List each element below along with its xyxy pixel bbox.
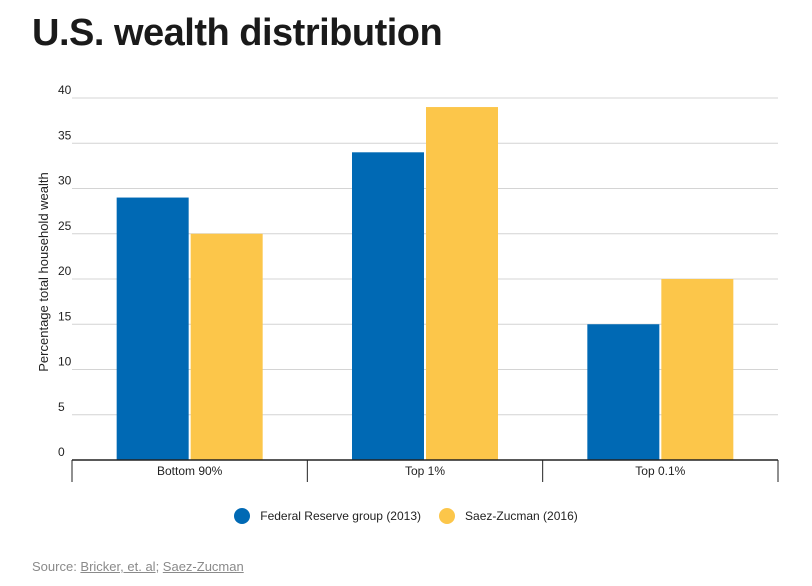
legend-swatch-saez-zucman xyxy=(439,508,456,524)
legend-item-federal-reserve[interactable]: Federal Reserve group (2013) xyxy=(234,508,421,524)
y-tick-label: 40 xyxy=(58,83,72,97)
source-link-saez-zucman[interactable]: Saez-Zucman xyxy=(162,559,244,574)
bar[interactable] xyxy=(190,233,263,460)
bar[interactable] xyxy=(661,279,734,460)
legend: Federal Reserve group (2013) Saez-Zucman… xyxy=(0,508,812,524)
y-tick-label: 10 xyxy=(58,355,72,369)
y-tick-label: 30 xyxy=(58,174,72,188)
legend-item-saez-zucman[interactable]: Saez-Zucman (2016) xyxy=(439,508,578,524)
y-tick-label: 35 xyxy=(58,128,72,142)
x-tick-label: Top 0.1% xyxy=(635,464,685,478)
bar-chart: 0 5 10 15 20 25 30 35 40 Percentage total househ… xyxy=(36,83,779,482)
x-tick-label: Top 1% xyxy=(405,464,445,478)
source-link-bricker[interactable]: Bricker, et. al xyxy=(80,559,156,574)
gridlines xyxy=(72,97,778,416)
bar[interactable] xyxy=(426,107,498,461)
y-tick-labels: 0 5 10 15 20 25 30 35 40 xyxy=(58,83,72,459)
legend-swatch-federal-reserve xyxy=(234,508,251,524)
bar[interactable] xyxy=(352,152,424,461)
bar[interactable] xyxy=(116,197,189,461)
y-tick-label: 0 xyxy=(58,445,65,459)
bar[interactable] xyxy=(587,324,660,460)
x-axis: Bottom 90% Top 1% Top 0.1% xyxy=(71,459,779,482)
y-tick-label: 20 xyxy=(58,264,72,278)
legend-label-federal-reserve: Federal Reserve group (2013) xyxy=(260,509,422,523)
y-tick-label: 15 xyxy=(58,309,72,323)
y-tick-label: 5 xyxy=(58,400,65,414)
x-tick-label: Bottom 90% xyxy=(157,464,223,478)
bars xyxy=(116,107,734,461)
y-axis-label: Percentage total household wealth xyxy=(36,172,51,371)
source-note: Source: Bricker, et. al; Saez-Zucman xyxy=(32,559,244,574)
y-tick-label: 25 xyxy=(58,219,72,233)
chart-title: U.S. wealth distribution xyxy=(32,12,443,54)
source-prefix: Source: xyxy=(32,559,81,574)
source-separator: ; xyxy=(155,559,163,574)
legend-label-saez-zucman: Saez-Zucman (2016) xyxy=(465,509,578,523)
